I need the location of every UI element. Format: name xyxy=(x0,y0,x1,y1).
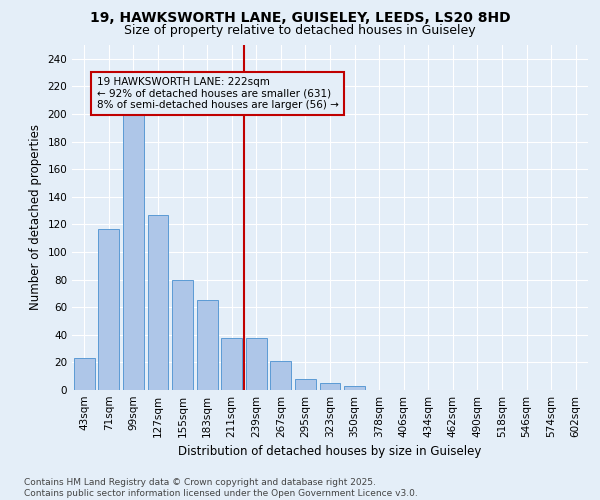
Bar xyxy=(344,386,365,390)
Bar xyxy=(271,361,292,390)
Text: 19 HAWKSWORTH LANE: 222sqm
← 92% of detached houses are smaller (631)
8% of semi: 19 HAWKSWORTH LANE: 222sqm ← 92% of deta… xyxy=(97,76,338,110)
Bar xyxy=(197,300,218,390)
Bar xyxy=(123,114,144,390)
Bar xyxy=(246,338,267,390)
Bar xyxy=(74,358,95,390)
Y-axis label: Number of detached properties: Number of detached properties xyxy=(29,124,42,310)
Bar xyxy=(148,214,169,390)
Bar xyxy=(320,383,340,390)
Bar xyxy=(98,228,119,390)
Bar xyxy=(172,280,193,390)
Bar xyxy=(295,379,316,390)
Text: 19, HAWKSWORTH LANE, GUISELEY, LEEDS, LS20 8HD: 19, HAWKSWORTH LANE, GUISELEY, LEEDS, LS… xyxy=(89,11,511,25)
X-axis label: Distribution of detached houses by size in Guiseley: Distribution of detached houses by size … xyxy=(178,446,482,458)
Text: Size of property relative to detached houses in Guiseley: Size of property relative to detached ho… xyxy=(124,24,476,37)
Text: Contains HM Land Registry data © Crown copyright and database right 2025.
Contai: Contains HM Land Registry data © Crown c… xyxy=(24,478,418,498)
Bar xyxy=(221,338,242,390)
